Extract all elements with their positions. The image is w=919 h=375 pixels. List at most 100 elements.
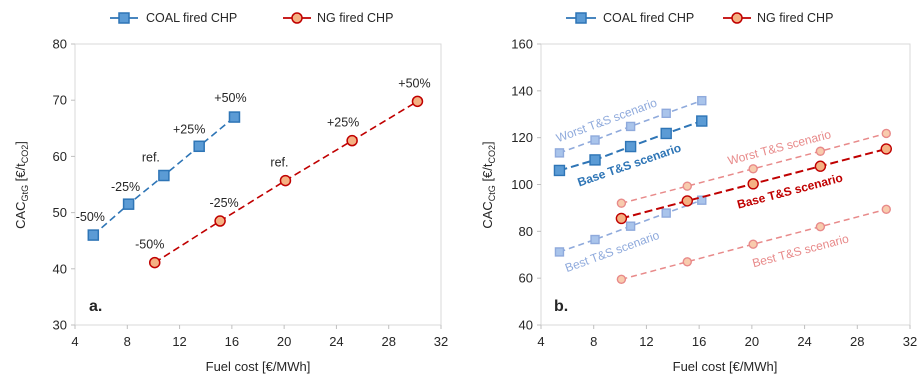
legend-circle-marker [731,12,743,24]
x-tick-label: 16 [225,334,239,349]
data-point-ng [148,256,161,269]
point-labels: -50% -25% ref. +25% +50% -50% -25% ref. +25% +50% [76,76,431,251]
axes: 4 8 12 16 20 24 28 32 40 60 80 100 120 140 160 [511,37,917,350]
point-label: +25% [173,122,205,136]
data-point-ng [214,215,226,227]
x-tick-label: 20 [745,334,759,349]
data-point-coal [625,221,636,231]
series-ng-worst-line [621,132,887,204]
x-tick-label: 4 [71,334,78,349]
series-group [553,95,892,285]
legend-square-marker [575,12,587,24]
series-group [87,95,424,269]
data-point-ng [815,221,826,232]
data-point-ng [681,195,693,207]
point-label: -25% [111,180,140,194]
x-tick-label: 24 [329,334,343,349]
legend-panel-b: COAL fired CHP NG fired CHP [566,11,833,25]
data-point-ng [814,160,827,172]
data-point-coal [661,208,671,218]
data-point-ng [616,198,627,208]
y-tick-label: 60 [53,149,67,164]
point-label: ref. [142,151,160,165]
data-point-coal [661,108,671,119]
data-point-coal [158,169,170,182]
y-tick-label: 40 [53,261,67,276]
scenario-label: Best T&S scenario [563,228,661,275]
x-tick-label: 32 [434,334,448,349]
legend-ng-label: NG fired CHP [757,11,833,25]
x-tick-label: 32 [903,334,917,349]
point-label: -50% [76,210,105,224]
chart-panel-a: 4 8 12 16 20 24 28 32 30 40 50 60 70 80 -50% -25% ref. +… [13,37,448,375]
point-label: ref. [270,156,288,170]
y-tick-label: 80 [519,224,533,239]
data-point-coal [624,140,637,153]
data-point-coal [228,111,241,123]
plot-frame [74,43,442,326]
data-point-ng [880,143,892,155]
data-point-ng [881,204,891,215]
y-tick-label: 140 [511,83,533,98]
panel-label: a. [89,298,102,315]
legend-coal-label: COAL fired CHP [146,11,237,25]
x-tick-label: 20 [277,334,291,349]
data-point-ng [616,274,627,285]
y-tick-label: 100 [511,177,533,192]
legend-ng-marker [283,12,311,24]
data-point-coal [660,127,672,140]
y-tick-label: 70 [53,93,67,108]
chart-panel-b: 4 8 12 16 20 24 28 32 40 60 80 100 120 140 160 Worst T… [480,37,917,375]
x-tick-label: 12 [639,334,653,349]
x-tick-label: 28 [850,334,864,349]
data-point-coal [554,148,565,158]
point-label: +50% [214,91,246,105]
data-point-coal [87,229,100,241]
legend-square-marker [118,12,130,24]
legend-panel-a: COAL fired CHP NG fired CHP [110,11,393,25]
series-ng-best-line [621,208,887,281]
x-tick-label: 28 [381,334,395,349]
y-axis-label: CACGtG [€/tCO2] [13,141,30,229]
y-tick-label: 30 [53,318,67,333]
y-tick-label: 160 [511,37,533,52]
y-tick-label: 40 [519,318,533,333]
data-point-ng [682,181,692,191]
x-tick-label: 8 [124,334,131,349]
data-point-coal [590,135,600,145]
point-label: -50% [135,238,164,252]
axes: 4 8 12 16 20 24 28 32 30 40 50 60 70 80 [53,37,449,350]
x-tick-label: 16 [692,334,706,349]
data-point-ng [815,146,826,156]
point-label: +25% [327,116,359,130]
scenario-label: Best T&S scenario [751,231,851,270]
data-point-ng [346,134,358,147]
data-point-ng [881,128,891,139]
x-axis-label: Fuel cost [€/MWh] [673,359,778,374]
data-point-ng [615,212,628,225]
x-tick-label: 24 [797,334,811,349]
scenario-label: Base T&S scenario [736,171,845,212]
x-axis-label: Fuel cost [€/MWh] [206,359,311,374]
legend-coal-label: COAL fired CHP [603,11,694,25]
point-label: -25% [209,196,238,210]
data-point-coal [625,121,636,132]
data-point-coal [554,247,565,257]
x-tick-label: 8 [590,334,597,349]
plot-frame [540,43,911,326]
data-point-coal [553,164,566,177]
y-tick-label: 120 [511,130,533,145]
data-point-coal [589,154,601,166]
y-tick-label: 80 [53,37,67,52]
data-point-coal [122,198,135,210]
data-point-coal [696,115,708,127]
data-point-ng [748,164,758,174]
data-point-ng [682,257,692,267]
data-point-coal [697,95,707,106]
legend-coal-marker [110,12,138,24]
data-point-ng [747,178,759,190]
data-point-coal [193,140,205,153]
legend-ng-marker [723,12,751,24]
x-tick-label: 4 [537,334,544,349]
